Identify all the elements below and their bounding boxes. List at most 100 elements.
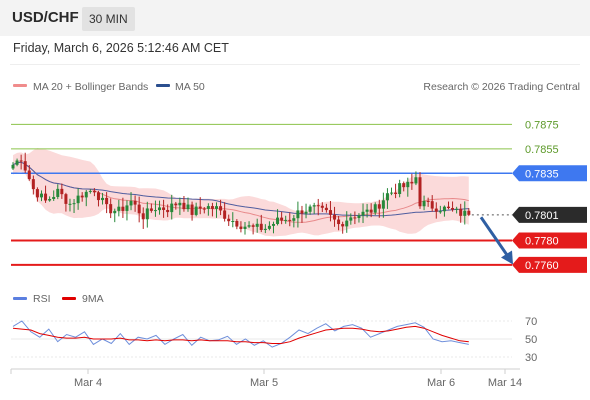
level-labels: 0.7875 0.7855 0.7835 0.7780 0.7760 0.7801 <box>512 119 587 273</box>
candle-body <box>68 203 72 205</box>
candle-body <box>369 209 373 213</box>
candle-body <box>11 164 15 169</box>
candle-body <box>337 219 341 225</box>
candle-body <box>255 223 259 227</box>
candle-body <box>210 206 214 209</box>
price-levels <box>11 123 512 266</box>
rsi-ma-legend-label: 9MA <box>82 293 104 305</box>
candle-body <box>353 217 357 219</box>
candle-body <box>296 210 300 219</box>
candle-body <box>219 206 223 211</box>
chart-header: USD/CHF 30 MIN <box>0 0 590 36</box>
candle-body <box>467 210 471 215</box>
candle-body <box>446 206 450 209</box>
candle-body <box>113 210 117 214</box>
candle-body <box>88 190 92 192</box>
candle-body <box>60 188 64 195</box>
candle-body <box>170 203 174 213</box>
ma50-legend-label: MA 50 <box>175 81 205 93</box>
candle-body <box>56 188 60 197</box>
rsi-legend-label: RSI <box>33 293 51 305</box>
candle-body <box>430 201 434 209</box>
candle-body <box>117 206 121 211</box>
pivot-label-tag <box>512 165 587 182</box>
candle-body <box>410 181 414 184</box>
candle-body <box>442 206 446 212</box>
candle-body <box>39 193 43 198</box>
time-tick-label: Mar 5 <box>250 377 278 389</box>
rsi-tick-label: 30 <box>525 352 537 364</box>
support-level-label: 0.7780 <box>525 235 559 247</box>
candle-body <box>385 193 389 201</box>
candle-body <box>357 215 361 219</box>
candle-body <box>174 203 178 206</box>
candle-body <box>381 200 385 209</box>
resistance-level-label: 0.7875 <box>525 119 559 131</box>
candle-body <box>406 181 410 188</box>
pivot-level-label: 0.7835 <box>525 168 559 180</box>
candle-body <box>190 204 194 215</box>
candle-body <box>105 197 109 205</box>
time-tick-label: Mar 6 <box>427 377 455 389</box>
candle-body <box>438 211 442 213</box>
watermark-text: Research © 2026 Trading Central <box>423 81 580 93</box>
rsi-line <box>12 320 469 348</box>
candle-body <box>316 205 320 207</box>
ma20-legend-swatch <box>13 84 27 87</box>
candle-body <box>166 209 170 213</box>
candle-body <box>101 197 105 201</box>
candle-body <box>125 205 129 211</box>
candle-body <box>145 208 149 220</box>
forecast-arrow-head <box>501 250 513 265</box>
candle-body <box>373 204 377 213</box>
candle-body <box>96 192 100 201</box>
candle-body <box>235 221 239 227</box>
support-level-label: 0.7760 <box>525 260 559 272</box>
candle-body <box>324 207 328 211</box>
candle-body <box>308 206 312 212</box>
candle-body <box>84 191 88 198</box>
candle-body <box>133 200 137 205</box>
candle-body <box>304 211 308 214</box>
candle-body <box>227 218 231 222</box>
time-tick-label: Mar 4 <box>74 377 102 389</box>
moving-averages <box>12 161 469 223</box>
candle-body <box>72 203 76 205</box>
candle-body <box>162 207 166 210</box>
candle-body <box>267 225 271 229</box>
candle-body <box>459 208 463 216</box>
candle-body <box>223 210 227 219</box>
candle-body <box>345 220 349 227</box>
timeframe-button[interactable]: 30 MIN <box>82 7 135 31</box>
candle-body <box>121 206 125 211</box>
candle-body <box>129 200 133 206</box>
candle-body <box>239 226 243 230</box>
rsi-panel: 70 50 30 <box>11 316 537 364</box>
time-axis: Mar 4 Mar 5 Mar 6 Mar 14 <box>10 368 522 389</box>
candle-body <box>178 202 182 206</box>
candle-body <box>251 225 255 227</box>
last-price-label: 0.7801 <box>525 210 559 222</box>
candle-body <box>182 202 186 210</box>
candle-body <box>398 183 402 194</box>
candle-body <box>231 221 235 223</box>
candle-body <box>320 205 324 208</box>
candle-body <box>15 160 19 165</box>
candle-body <box>206 206 210 209</box>
candle-body <box>149 208 153 211</box>
candle-body <box>109 204 113 214</box>
candle-body <box>271 223 275 226</box>
last-price-tag <box>512 206 587 223</box>
resistance-level-label: 0.7855 <box>525 144 559 156</box>
symbol-label: USD/CHF <box>12 9 79 26</box>
candle-body <box>284 219 288 221</box>
candle-body <box>426 200 430 202</box>
forecast-arrow-shaft <box>479 216 510 258</box>
chart-datetime: Friday, March 6, 2026 5:12:46 AM CET <box>13 41 229 55</box>
ma50-legend-swatch <box>156 84 170 87</box>
candle-body <box>35 189 39 198</box>
candle-body <box>198 206 202 209</box>
candle-body <box>455 208 459 210</box>
candle-body <box>434 208 438 212</box>
